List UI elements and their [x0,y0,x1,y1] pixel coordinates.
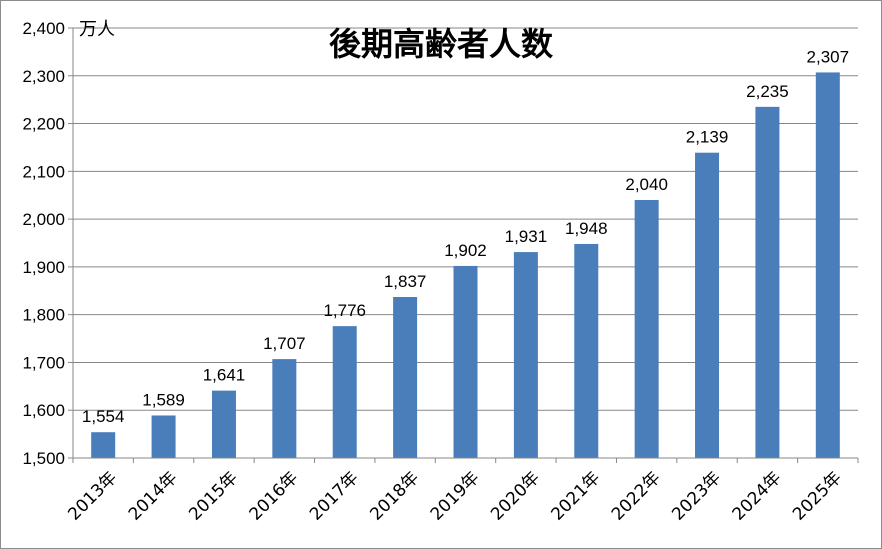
data-label: 1,554 [82,407,125,426]
y-tick-label: 2,300 [22,67,65,86]
x-tick-label: 2017年 [306,468,363,525]
y-tick-label: 2,100 [22,162,65,181]
x-tick-label: 2015年 [185,468,242,525]
x-tick-label: 2025年 [789,468,846,525]
gridlines [73,27,858,411]
bar-2013年 [91,432,116,458]
bar-2014年 [151,415,176,458]
y-unit-label: 万人 [79,19,115,40]
bar-2016年 [272,359,297,458]
x-tick-label: 2022年 [608,468,665,525]
data-label: 1,948 [565,219,608,238]
x-tick-label: 2014年 [125,468,182,525]
data-label: 1,589 [142,390,185,409]
bar-2023年 [695,152,720,458]
axes [68,27,859,463]
bar-2015年 [211,390,236,458]
x-tick-labels: 2013年 2014年 2015年 2016年 2017年 2018年 2019年 2020年… [64,468,845,525]
data-label: 2,235 [746,82,789,101]
data-label: 2,307 [807,47,850,66]
y-tick-label: 1,500 [22,449,65,468]
bar-2017年 [332,326,357,458]
bar-2019年 [453,265,478,458]
bars [91,72,840,458]
x-tick-label: 2013年 [64,468,121,525]
data-labels: 1,554 1,589 1,641 1,707 1,776 1,837 1,902 1,931… [82,47,849,426]
bar-2021年 [574,243,599,458]
chart-title: 後期高齢者人数 [329,25,554,63]
data-label: 2,040 [625,175,668,194]
bar-2025年 [815,72,840,458]
y-tick-label: 1,800 [22,306,65,325]
data-label: 1,902 [444,241,487,260]
y-tick-label: 1,700 [22,353,65,372]
data-label: 1,837 [384,272,427,291]
data-label: 1,641 [203,366,246,385]
bar-2022年 [634,200,659,458]
bar-2024年 [755,106,780,458]
x-tick-label: 2024年 [729,468,786,525]
y-tick-label: 2,000 [22,210,65,229]
x-tick-label: 2021年 [548,468,605,525]
y-tick-labels: 1,500 1,600 1,700 1,800 1,900 2,000 2,100 2,200… [22,19,65,468]
x-tick-label: 2016年 [246,468,303,525]
data-label: 1,776 [323,301,366,320]
x-tick-label: 2019年 [427,468,484,525]
x-tick-label: 2020年 [487,468,544,525]
data-label: 1,707 [263,334,306,353]
x-tick-label: 2018年 [366,468,423,525]
bar-2018年 [393,296,418,458]
y-tick-label: 2,400 [22,19,65,38]
x-tick-label: 2023年 [668,468,725,525]
data-label: 1,931 [505,227,548,246]
y-tick-label: 1,900 [22,258,65,277]
y-tick-label: 2,200 [22,115,65,134]
data-label: 2,139 [686,128,729,147]
y-tick-label: 1,600 [22,401,65,420]
bar-2020年 [513,252,538,458]
